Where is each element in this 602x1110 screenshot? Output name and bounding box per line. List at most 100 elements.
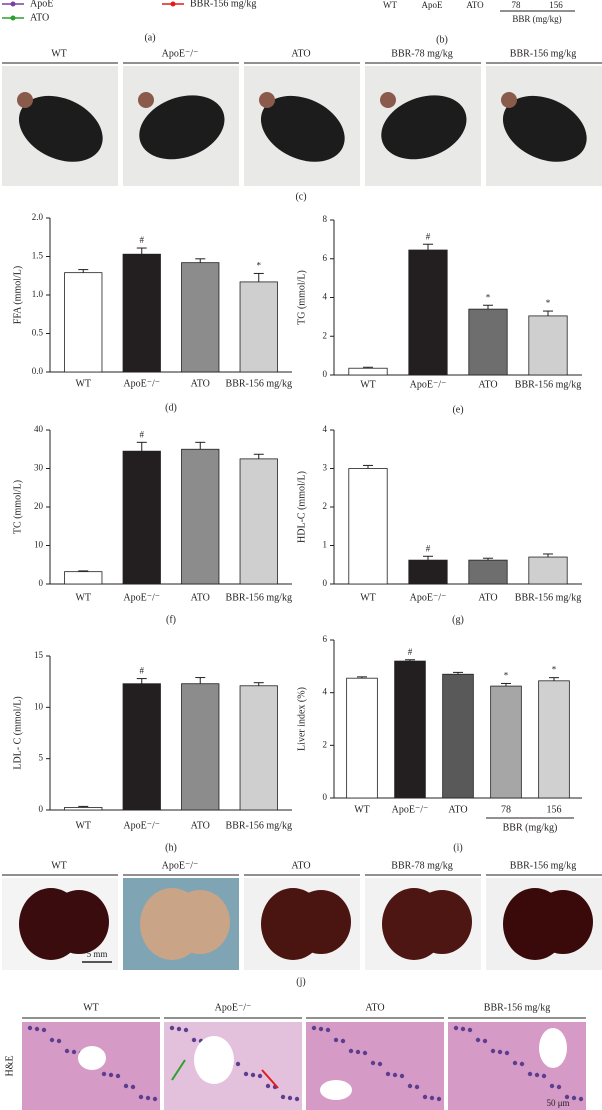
- bar: [408, 249, 448, 376]
- nucleus: [71, 1049, 77, 1055]
- significance: *: [257, 261, 262, 271]
- photo-label: BBR-78 mg/kg: [391, 48, 452, 59]
- nucleus: [64, 1048, 70, 1054]
- nucleus: [512, 1060, 518, 1066]
- x-tick-label: ApoE⁻/⁻: [410, 592, 447, 603]
- bar: [181, 683, 220, 811]
- nucleus: [534, 1072, 540, 1078]
- stain-label: H&E: [4, 1055, 15, 1076]
- bar: [490, 685, 522, 799]
- nucleus: [145, 1095, 151, 1101]
- nucleus: [490, 1048, 496, 1054]
- photo-label: ApoE⁻/⁻: [162, 48, 199, 59]
- nucleus: [377, 1061, 383, 1067]
- x-tick-label: BBR-156 mg/kg: [515, 379, 581, 390]
- bar: [468, 308, 508, 376]
- significance: *: [552, 665, 557, 675]
- panel-label: (h): [165, 842, 177, 853]
- legend-marker: [10, 1, 16, 7]
- significance: #: [140, 666, 145, 676]
- nucleus: [294, 1096, 300, 1102]
- nucleus: [280, 1094, 286, 1100]
- y-tick-label: 0: [323, 578, 328, 588]
- y-tick-label: 3: [323, 463, 328, 473]
- x-tick-label: BBR-156 mg/kg: [226, 820, 292, 831]
- nucleus: [571, 1095, 577, 1101]
- y-tick-label: 1.0: [32, 289, 44, 299]
- bar: [528, 556, 568, 585]
- nucleus: [549, 1083, 555, 1089]
- photo-label: ApoE⁻/⁻: [215, 1002, 252, 1013]
- ear: [501, 92, 517, 108]
- photo-label: ATO: [291, 860, 310, 871]
- y-tick-label: 40: [34, 424, 44, 434]
- bar: [239, 458, 278, 585]
- y-tick-label: 0: [39, 578, 44, 588]
- legend-marker: [10, 15, 16, 21]
- significance: *: [546, 298, 551, 308]
- y-tick-label: 0: [39, 804, 44, 814]
- liver: [49, 890, 109, 954]
- nucleus: [370, 1060, 376, 1066]
- legend-label: ApoE: [30, 0, 53, 9]
- significance: #: [140, 429, 145, 439]
- nucleus: [340, 1038, 346, 1044]
- nucleus: [429, 1095, 435, 1101]
- y-tick-label: 1: [323, 540, 328, 550]
- x-tick-label: 156: [549, 0, 563, 10]
- mouse: [139, 95, 225, 160]
- y-axis-label: LDL- C (mmol/L): [12, 696, 23, 769]
- bar: [122, 683, 161, 811]
- panel-label: (g): [452, 614, 464, 625]
- legend-label: BBR-156 mg/kg: [190, 0, 256, 9]
- photo-label: BBR-156 mg/kg: [510, 860, 576, 871]
- nucleus: [392, 1072, 398, 1078]
- y-tick-label: 2.0: [32, 212, 44, 222]
- vessel: [78, 1046, 106, 1070]
- arrow: [261, 1069, 279, 1089]
- x-tick-label: ATO: [478, 379, 497, 390]
- panel-label: (a): [144, 32, 155, 43]
- y-tick-label: 0.5: [32, 328, 44, 338]
- nucleus: [287, 1095, 293, 1101]
- y-tick-label: 6: [323, 634, 328, 644]
- nucleus: [333, 1037, 339, 1043]
- x-tick-label: BBR-156 mg/kg: [515, 592, 581, 603]
- nucleus: [407, 1083, 413, 1089]
- x-tick-label: 78: [501, 804, 511, 815]
- x-tick-label: ATO: [191, 820, 210, 831]
- y-tick-label: 0: [323, 792, 328, 802]
- photo-label: BBR-78 mg/kg: [391, 860, 452, 871]
- bar: [181, 262, 220, 373]
- y-tick-label: 4: [323, 292, 328, 302]
- x-tick-label: 156: [547, 804, 562, 815]
- photo-label: ATO: [365, 1002, 384, 1013]
- x-tick-label: WT: [75, 592, 91, 603]
- nucleus: [436, 1096, 442, 1102]
- y-axis-label: TC (mmol/L): [12, 480, 23, 534]
- bar: [348, 367, 388, 376]
- photo-label: WT: [51, 48, 67, 59]
- nucleus: [27, 1025, 33, 1031]
- nucleus: [482, 1038, 488, 1044]
- nucleus: [519, 1061, 525, 1067]
- nucleus: [123, 1083, 129, 1089]
- y-tick-label: 4: [323, 687, 328, 697]
- significance: #: [426, 543, 431, 553]
- photo-label: WT: [83, 1002, 99, 1013]
- nucleus: [564, 1094, 570, 1100]
- x-tick-label: 78: [512, 0, 522, 10]
- x-tick-label: ApoE: [422, 0, 443, 10]
- x-tick-label: ATO: [466, 0, 484, 10]
- nucleus: [56, 1038, 62, 1044]
- nucleus: [541, 1073, 547, 1079]
- liver: [291, 890, 351, 954]
- photo-label: BBR-156 mg/kg: [510, 48, 576, 59]
- mouse: [502, 95, 587, 162]
- y-tick-label: 1.5: [32, 251, 44, 261]
- bar: [181, 448, 220, 585]
- nucleus: [34, 1026, 40, 1032]
- y-tick-label: 0.0: [32, 366, 44, 376]
- x-tick-label: ATO: [478, 592, 497, 603]
